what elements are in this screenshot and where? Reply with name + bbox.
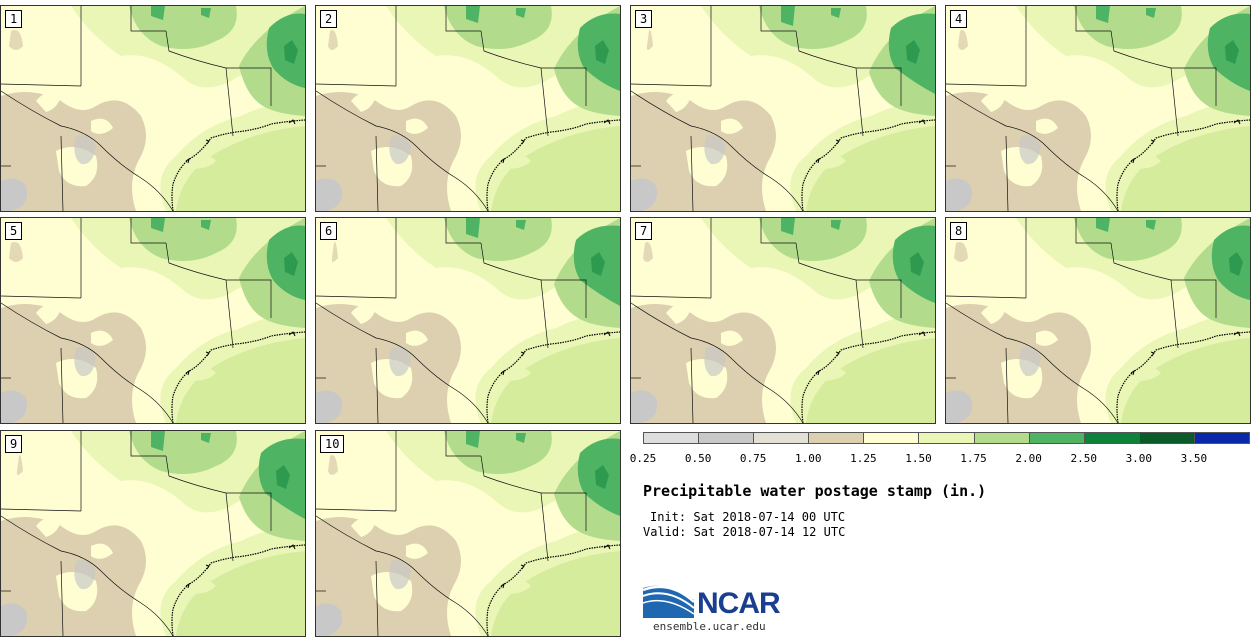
legend-color-box (643, 432, 700, 444)
panel-number-label: 6 (320, 222, 338, 240)
legend-color-box (973, 432, 1030, 444)
legend-tick: 1.00 (795, 452, 822, 465)
legend-color-box (863, 432, 920, 444)
legend-color-box (918, 432, 975, 444)
precipitable-water-map (316, 6, 620, 211)
legend-tick: 0.75 (739, 452, 767, 465)
legend-color-box (1083, 432, 1140, 444)
panel-number-label: 10 (320, 435, 345, 453)
precipitable-water-map (316, 218, 620, 423)
precipitable-water-map (631, 6, 935, 211)
ncar-logo-text: NCAR (697, 587, 781, 620)
precipitable-water-map (946, 218, 1250, 423)
map-panel-6: 6 (315, 217, 621, 424)
map-panel-3: 3 (630, 5, 936, 212)
precipitable-water-map (1, 218, 305, 423)
precipitable-water-map (316, 431, 620, 636)
legend-tick: 2.50 (1070, 452, 1097, 465)
map-panel-2: 2 (315, 5, 621, 212)
precipitable-water-map (946, 6, 1250, 211)
panel-number-label: 3 (635, 10, 653, 28)
legend-tick: 3.50 (1180, 452, 1208, 465)
map-panel-10: 10 (315, 430, 621, 637)
init-time: Init: Sat 2018-07-14 00 UTC (650, 510, 846, 524)
map-panel-5: 5 (0, 217, 306, 424)
legend-tick: 0.50 (684, 452, 712, 465)
legend-tick: 1.75 (960, 452, 987, 465)
precipitable-water-map (1, 6, 305, 211)
map-panel-8: 8 (945, 217, 1251, 424)
map-panel-7: 7 (630, 217, 936, 424)
legend-color-box (1193, 432, 1250, 444)
valid-time: Valid: Sat 2018-07-14 12 UTC (643, 525, 846, 539)
figure-title: Precipitable water postage stamp (in.) (643, 482, 987, 500)
precipitable-water-map (631, 218, 935, 423)
map-panel-4: 4 (945, 5, 1251, 212)
panel-number-label: 4 (950, 10, 968, 28)
legend-tick: 2.00 (1015, 452, 1042, 465)
panel-number-label: 2 (320, 10, 338, 28)
color-scale-legend (643, 432, 1250, 446)
legend-color-box (1138, 432, 1195, 444)
panel-number-label: 7 (635, 222, 653, 240)
legend-color-box (698, 432, 755, 444)
panel-number-label: 5 (5, 222, 23, 240)
panel-number-label: 1 (5, 10, 23, 28)
panel-number-label: 8 (950, 222, 968, 240)
panel-number-label: 9 (5, 435, 23, 453)
legend-color-box (753, 432, 810, 444)
precipitable-water-map (1, 431, 305, 636)
legend-color-box (808, 432, 865, 444)
legend-tick: 1.25 (850, 452, 877, 465)
ncar-logo-icon (642, 585, 695, 618)
site-url: ensemble.ucar.edu (653, 620, 766, 633)
map-panel-1: 1 (0, 5, 306, 212)
legend-tick: 0.25 (629, 452, 657, 465)
legend-tick: 1.50 (905, 452, 932, 465)
legend-color-box (1028, 432, 1085, 444)
legend-tick: 3.00 (1125, 452, 1153, 465)
map-panel-9: 9 (0, 430, 306, 637)
